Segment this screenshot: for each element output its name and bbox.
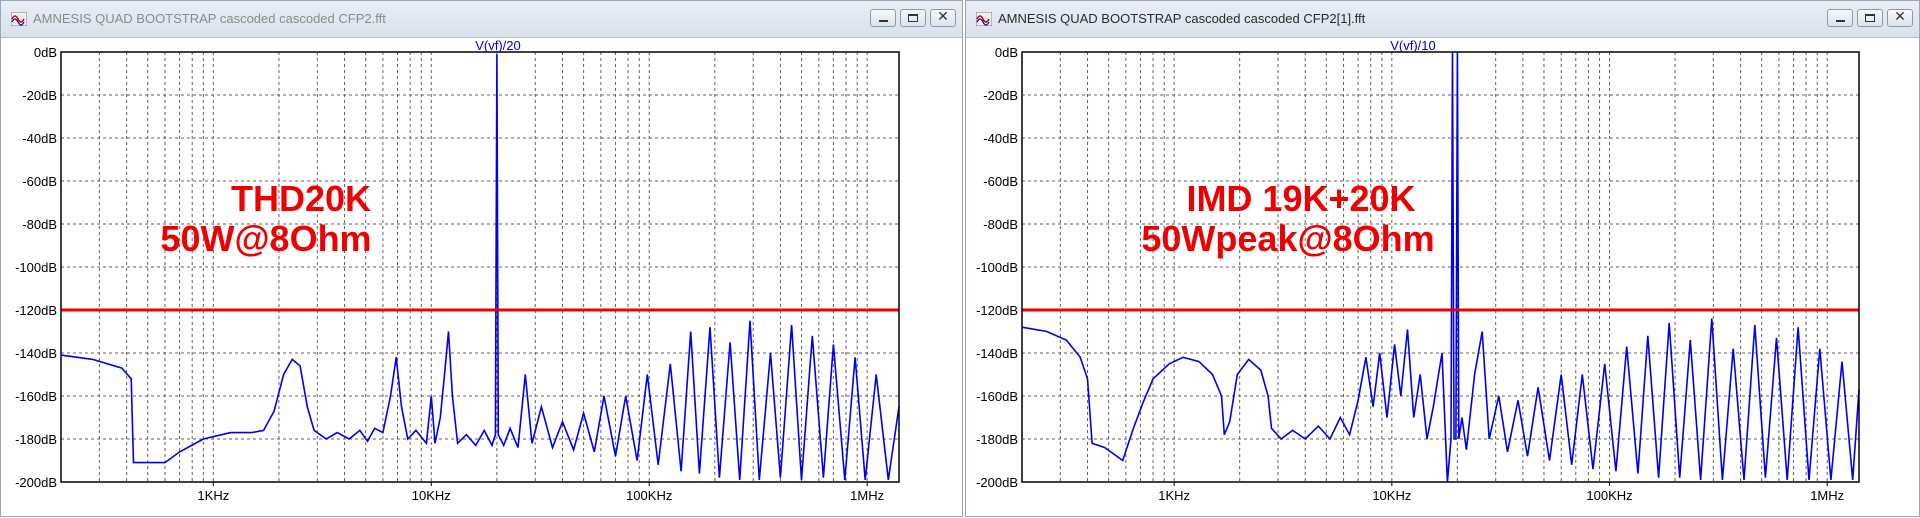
y-tick-label: -20dB (22, 88, 57, 103)
plot-frame (60, 51, 900, 483)
annotation-label: IMD 19K+20K (1186, 178, 1415, 219)
window-title: AMNESIS QUAD BOOTSTRAP cascoded cascoded… (998, 11, 1366, 26)
minimize-icon (879, 20, 888, 22)
maximize-button[interactable] (1857, 9, 1883, 27)
maximize-icon (1865, 14, 1875, 22)
window-title: AMNESIS QUAD BOOTSTRAP cascoded cascoded… (33, 11, 386, 26)
waveform-app-icon (976, 12, 992, 26)
fft-window-left[interactable]: AMNESIS QUAD BOOTSTRAP cascoded cascoded… (0, 0, 963, 517)
plot-frame (1021, 51, 1860, 483)
spectrum-trace (60, 54, 900, 481)
fft-plot[interactable]: 0dB -20dB -40dB -60dB -80dB -100dB -120dB -140d… (966, 38, 1919, 518)
minimize-button[interactable] (1827, 9, 1853, 27)
x-tick-label: 1MHz (850, 488, 884, 503)
annotation-label: THD20K (231, 178, 371, 219)
y-tick-label: -100dB (976, 260, 1018, 275)
x-tick-label: 100KHz (626, 488, 672, 503)
x-tick-label: 1MHz (1810, 488, 1844, 503)
annotation-label: 50W@8Ohm (160, 218, 371, 259)
fft-plot[interactable]: 0dB -20dB -40dB -60dB -80dB -100dB -120dB -140d… (1, 38, 964, 518)
x-tick-label: 10KHz (412, 488, 451, 503)
waveform-app-icon (11, 12, 27, 26)
y-tick-label: -140dB (976, 346, 1018, 361)
annotation-label: 50Wpeak@8Ohm (1141, 218, 1434, 259)
y-tick-label: -80dB (22, 217, 57, 232)
y-tick-label: -40dB (22, 131, 57, 146)
x-tick-label: 1KHz (197, 488, 229, 503)
trace-title: V(vf)/20 (475, 38, 521, 53)
close-icon: ✕ (1894, 9, 1906, 25)
y-tick-label: -180dB (15, 432, 57, 447)
close-icon: ✕ (937, 9, 949, 25)
y-tick-label: -160dB (976, 389, 1018, 404)
y-tick-label: -80dB (983, 217, 1018, 232)
y-tick-label: -120dB (15, 303, 57, 318)
y-tick-label: -60dB (22, 174, 57, 189)
close-button[interactable]: ✕ (1887, 9, 1913, 27)
y-tick-label: -60dB (983, 174, 1018, 189)
y-tick-label: 0dB (34, 45, 57, 60)
y-tick-label: -160dB (15, 389, 57, 404)
y-tick-label: -200dB (15, 475, 57, 490)
y-tick-label: -20dB (983, 88, 1018, 103)
x-tick-label: 100KHz (1586, 488, 1632, 503)
close-button[interactable]: ✕ (930, 9, 956, 27)
x-tick-label: 10KHz (1372, 488, 1411, 503)
y-tick-label: -100dB (15, 260, 57, 275)
spectrum-trace (1021, 51, 1860, 483)
maximize-icon (908, 14, 918, 22)
y-tick-label: -140dB (15, 346, 57, 361)
x-tick-label: 1KHz (1158, 488, 1190, 503)
fft-window-right[interactable]: AMNESIS QUAD BOOTSTRAP cascoded cascoded… (965, 0, 1920, 517)
y-tick-label: -180dB (976, 432, 1018, 447)
title-bar[interactable]: AMNESIS QUAD BOOTSTRAP cascoded cascoded… (966, 1, 1919, 38)
minimize-icon (1836, 20, 1845, 22)
y-tick-label: 0dB (995, 45, 1018, 60)
minimize-button[interactable] (870, 9, 896, 27)
y-tick-label: -40dB (983, 131, 1018, 146)
y-tick-label: -200dB (976, 475, 1018, 490)
maximize-button[interactable] (900, 9, 926, 27)
y-tick-label: -120dB (976, 303, 1018, 318)
trace-title: V(vf)/10 (1390, 38, 1436, 53)
title-bar[interactable]: AMNESIS QUAD BOOTSTRAP cascoded cascoded… (1, 1, 962, 38)
